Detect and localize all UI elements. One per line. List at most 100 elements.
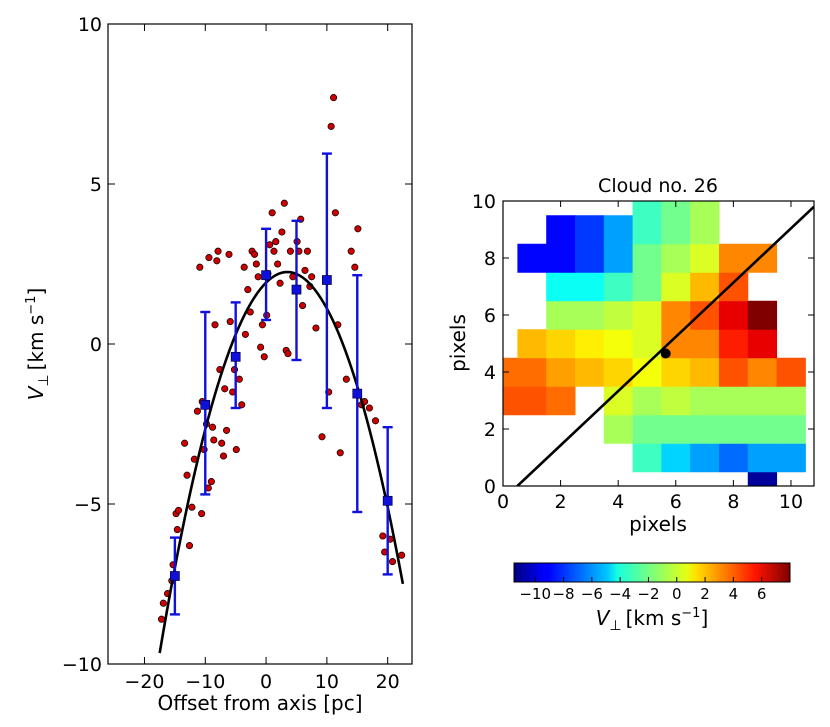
scatter-point bbox=[235, 375, 243, 383]
scatter-point bbox=[318, 433, 326, 441]
center-point bbox=[660, 348, 671, 359]
heatmap-cell bbox=[517, 243, 547, 273]
heatmap-cell bbox=[546, 215, 576, 245]
y-tick-label: 0 bbox=[484, 476, 496, 498]
scatter-point bbox=[351, 263, 359, 271]
heatmap-cell bbox=[690, 201, 720, 216]
heatmap-cell bbox=[546, 243, 576, 273]
scatter-point bbox=[181, 439, 189, 447]
heatmap-cell bbox=[690, 243, 720, 273]
x-tick-label: 10 bbox=[315, 671, 339, 693]
heatmap-cell bbox=[690, 443, 720, 473]
heatmap-cell bbox=[632, 215, 662, 245]
heatmap-cell bbox=[503, 357, 518, 387]
heatmap-y-axis-label: pixels bbox=[446, 314, 470, 372]
y-tick-label: 8 bbox=[484, 248, 496, 270]
colorbar-tick-label: −2 bbox=[637, 585, 659, 603]
heatmap-cell bbox=[503, 386, 518, 416]
scatter-point bbox=[213, 257, 221, 265]
scatter-point bbox=[331, 209, 339, 217]
x-tick-label: 10 bbox=[779, 491, 803, 513]
scatter-point bbox=[342, 375, 350, 383]
scatter-point bbox=[354, 225, 362, 233]
heatmap-plot-area bbox=[503, 201, 814, 486]
x-tick-label: 4 bbox=[612, 491, 624, 513]
scatter-point bbox=[225, 250, 233, 258]
scatter-y-axis-label: V⊥[km s−1] bbox=[24, 288, 52, 401]
x-tick-label: 20 bbox=[376, 671, 400, 693]
scatter-point bbox=[196, 263, 204, 271]
scatter-point bbox=[274, 260, 282, 268]
heatmap-cell bbox=[718, 443, 749, 473]
scatter-point bbox=[219, 452, 228, 460]
scatter-point bbox=[303, 247, 311, 255]
scatter-x-axis-label: Offset from axis [pc] bbox=[157, 691, 362, 715]
x-tick-label: −20 bbox=[124, 671, 164, 693]
heatmap-cell bbox=[632, 243, 662, 273]
heatmap-cell bbox=[574, 215, 605, 245]
scatter-point bbox=[388, 558, 397, 566]
scatter-point bbox=[198, 510, 206, 518]
scatter-point bbox=[252, 260, 260, 268]
heatmap-cell bbox=[661, 414, 691, 444]
heatmap-cell bbox=[632, 414, 662, 444]
heatmap-cell bbox=[632, 443, 662, 473]
scatter-point bbox=[312, 324, 320, 332]
heatmap-cell bbox=[718, 329, 749, 359]
heatmap-cell bbox=[546, 300, 576, 330]
scatter-point bbox=[207, 478, 215, 486]
binned-mean-marker bbox=[382, 495, 393, 506]
heatmap-cell bbox=[747, 329, 778, 359]
heatmap-cell bbox=[718, 414, 749, 444]
scatter-point bbox=[244, 286, 252, 294]
scatter-point bbox=[268, 209, 276, 217]
scatter-point bbox=[284, 350, 292, 358]
heatmap-cell bbox=[690, 386, 720, 416]
heatmap-cell bbox=[661, 300, 691, 330]
colorbar-tick-label: 2 bbox=[700, 585, 710, 603]
scatter-point bbox=[214, 247, 222, 255]
heatmap-cell bbox=[718, 300, 749, 330]
heatmap-cell bbox=[603, 300, 634, 330]
colorbar-gradient bbox=[513, 562, 791, 583]
binned-mean-marker bbox=[170, 571, 180, 581]
binned-mean-marker bbox=[291, 284, 302, 295]
scatter-point bbox=[299, 302, 307, 310]
scatter-point bbox=[173, 526, 181, 534]
heatmap-cell bbox=[747, 300, 778, 330]
heatmap-cell bbox=[603, 414, 634, 444]
heatmap-x-axis-label: pixels bbox=[629, 512, 687, 536]
scatter-point bbox=[238, 401, 246, 409]
colorbar-tick-label: −6 bbox=[581, 585, 603, 603]
scatter-point bbox=[174, 506, 183, 514]
scatter-point bbox=[250, 250, 259, 258]
y-tick-label: 5 bbox=[90, 174, 102, 196]
colorbar-label: V⊥ [km s−1] bbox=[596, 606, 709, 634]
heatmap-cell bbox=[546, 386, 576, 416]
heatmap-cell bbox=[517, 329, 547, 359]
scatter-point bbox=[286, 247, 294, 255]
scatter-point bbox=[398, 551, 406, 559]
binned-mean-marker bbox=[261, 270, 271, 281]
heatmap-axes-frame bbox=[502, 200, 815, 487]
heatmap-cell bbox=[574, 300, 605, 330]
heatmap-cell bbox=[546, 329, 576, 359]
colorbar-ticks: −10 −8 −6 −4 −2 0 2 4 6 bbox=[519, 577, 766, 603]
heatmap-cell bbox=[718, 386, 749, 416]
heatmap-cell bbox=[603, 243, 634, 273]
heatmap-cell bbox=[690, 215, 720, 245]
scatter-point bbox=[327, 122, 335, 130]
heatmap-cell bbox=[747, 414, 778, 444]
scatter-point bbox=[193, 407, 201, 415]
heatmap-cell bbox=[747, 471, 778, 486]
heatmap-cell bbox=[603, 272, 634, 302]
colorbar-tick-label: 4 bbox=[729, 585, 739, 603]
heatmap-cell bbox=[661, 215, 691, 245]
colorbar-tick-label: −8 bbox=[552, 585, 574, 603]
x-tick-label: −10 bbox=[185, 671, 225, 693]
x-tick-label: 0 bbox=[497, 491, 509, 513]
heatmap-cell bbox=[690, 300, 720, 330]
y-tick-label: −10 bbox=[62, 654, 102, 676]
heatmap-cell bbox=[690, 272, 720, 302]
x-tick-label: 2 bbox=[555, 491, 567, 513]
